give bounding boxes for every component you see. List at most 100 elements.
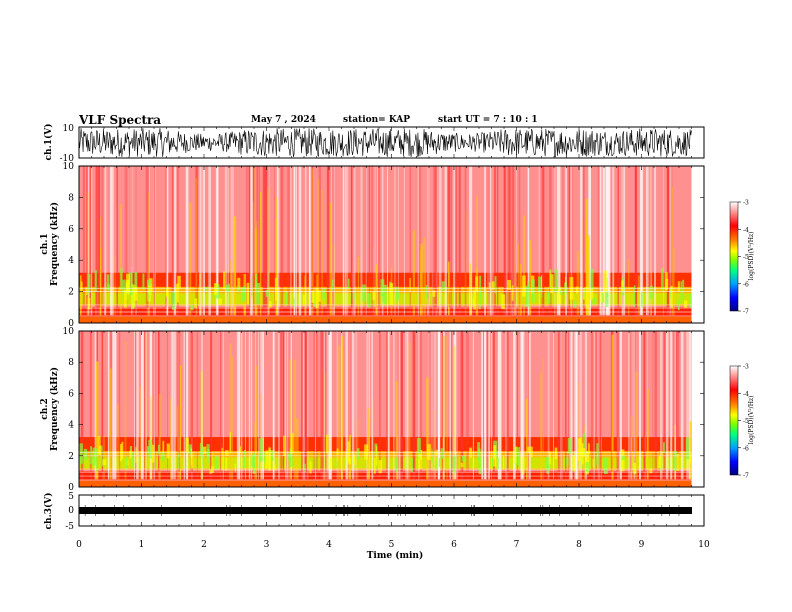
spectrogram-burst <box>90 446 93 464</box>
chart-title: VLF Spectra <box>79 113 162 127</box>
spectrogram-streak <box>581 166 584 316</box>
spectrogram-streak <box>577 331 580 480</box>
spectrogram-streak <box>674 331 677 480</box>
spectrogram-burst <box>579 437 583 456</box>
spectrogram-streak <box>616 331 620 480</box>
spectrogram-burst <box>507 280 511 290</box>
spectrogram-streak <box>318 166 322 316</box>
spectrogram-burst <box>151 444 155 463</box>
spectrogram-streak <box>107 331 110 480</box>
spectrogram-streak <box>196 331 198 480</box>
spectrogram-streak <box>351 331 355 480</box>
spectrogram-streak <box>210 331 213 480</box>
spectrogram-streak <box>458 166 461 316</box>
spectrogram-burst <box>621 455 625 460</box>
spectrogram-streak <box>177 331 180 480</box>
spectrogram-burst <box>87 274 91 293</box>
spectrogram-streak <box>397 166 399 316</box>
spectrogram-streak <box>629 331 632 480</box>
spectrogram-streak <box>200 166 203 316</box>
spectrogram-streak <box>469 166 471 316</box>
spectrogram-streak <box>140 331 144 480</box>
spectrogram-burst <box>258 438 263 462</box>
spectrogram-burst <box>148 285 151 302</box>
spectrogram-streak <box>345 166 349 316</box>
spectrogram-streak <box>248 166 252 316</box>
spectrogram-streak <box>377 166 381 316</box>
spectrogram-burst <box>550 274 554 294</box>
spectrogram-streak <box>561 331 563 480</box>
spectrogram-burst <box>236 286 239 293</box>
time-tick-label: 3 <box>264 540 270 550</box>
spectrogram-streak <box>276 166 279 316</box>
spectrogram-streak <box>378 331 381 480</box>
spectrogram-burst <box>416 437 421 460</box>
spectrogram-streak <box>434 166 437 316</box>
spectrogram-streak <box>144 331 146 480</box>
spectrogram-burst <box>364 444 369 460</box>
ch1-waveform-xticks <box>78 127 705 158</box>
spectrogram-burst <box>322 288 326 301</box>
spectrogram-burst <box>395 286 398 302</box>
spectrogram-burst <box>240 287 245 302</box>
spectrogram-streak <box>357 256 359 316</box>
spectrogram-burst <box>121 441 124 459</box>
spectrogram-streak <box>577 381 579 480</box>
spectrogram-burst <box>606 277 608 298</box>
spectrogram-burst <box>573 301 577 308</box>
spectrogram-streak <box>619 331 622 480</box>
spectrogram-streak <box>289 359 291 480</box>
spectrogram-streak <box>255 331 256 480</box>
spectrogram-streak <box>517 331 519 480</box>
spectrogram-burst <box>225 450 229 456</box>
spectrogram-streak <box>568 331 572 480</box>
spectrogram-streak <box>579 331 582 480</box>
spectrogram-streak <box>178 331 181 480</box>
spectrogram-streak <box>138 331 139 480</box>
spectrogram-streak <box>464 209 467 316</box>
spectrogram-streak <box>634 166 638 316</box>
spectrogram-burst <box>478 290 481 310</box>
spectrogram-band <box>79 480 692 487</box>
spectrogram-streak <box>593 331 595 480</box>
spectrogram-streak <box>183 331 185 480</box>
spectrogram-burst <box>605 291 609 307</box>
spectrogram-burst <box>185 437 189 453</box>
spectrogram-streak <box>612 166 615 316</box>
spectrogram-streak <box>652 331 654 480</box>
spectrogram-streak <box>426 377 429 480</box>
spectrogram-streak <box>586 228 588 316</box>
spectrogram-streak <box>114 255 116 316</box>
spectrogram-burst <box>273 465 276 471</box>
spectrogram-burst <box>572 454 575 472</box>
ch3-ytick-top: 5 <box>68 492 74 502</box>
spectrogram-streak <box>398 331 401 480</box>
spectrogram-streak <box>287 166 290 316</box>
spectrogram-streak <box>570 331 574 480</box>
spectrogram-streak <box>353 166 356 316</box>
time-tick-label: 9 <box>639 540 645 550</box>
spectrogram-streak <box>101 331 104 480</box>
spectrogram-streak <box>492 166 494 316</box>
spectrogram-burst <box>531 279 535 303</box>
spectrogram-streak <box>280 331 282 480</box>
spectrogram-burst <box>511 285 514 301</box>
spectrogram-streak <box>500 331 501 480</box>
spectrogram-burst <box>194 298 198 308</box>
spectrogram-streak <box>663 331 666 480</box>
freq-tick-label: 4 <box>68 256 74 266</box>
ch1-waveform-trace <box>78 128 692 158</box>
spectrogram-streak <box>492 331 495 480</box>
spectrogram-burst <box>545 457 549 470</box>
spectrogram-streak <box>157 331 160 480</box>
spectrogram-streak <box>450 166 452 316</box>
spectrogram-streak <box>387 331 390 480</box>
spectrogram-streak <box>327 331 330 480</box>
spectrogram-streak <box>367 408 369 480</box>
spectrogram-burst <box>134 286 138 301</box>
freq-tick-label: 8 <box>68 193 74 203</box>
spectrogram-burst <box>383 284 387 306</box>
time-tick-label: 10 <box>698 540 710 550</box>
spectrogram-burst <box>311 290 315 303</box>
spectrogram-streak <box>195 166 197 316</box>
